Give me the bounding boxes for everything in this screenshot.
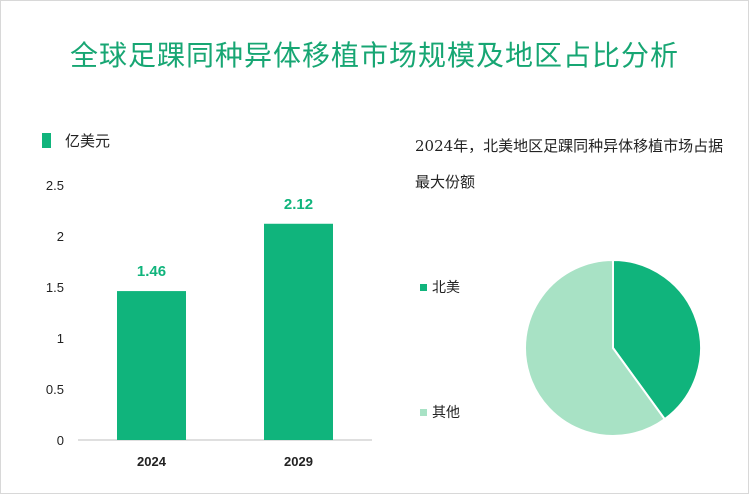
bar-data-label: 2.12 bbox=[284, 196, 313, 213]
pie-legend-item: 北美 bbox=[420, 277, 460, 297]
pie-note: 2024年，北美地区足踝同种异体移植市场占据最大份额 bbox=[415, 137, 724, 191]
y-tick-label: 1 bbox=[57, 331, 64, 346]
y-tick-label: 0 bbox=[57, 433, 64, 448]
pie-slice bbox=[524, 258, 667, 437]
bar-legend-label: 亿美元 bbox=[65, 132, 111, 150]
pie-slice bbox=[612, 258, 702, 421]
y-tick-label: 2.5 bbox=[46, 178, 64, 193]
bar-legend: 亿美元 bbox=[42, 130, 110, 151]
bar bbox=[117, 291, 186, 440]
x-tick-label: 2029 bbox=[284, 454, 313, 469]
bar-legend-swatch bbox=[42, 133, 51, 148]
y-tick-label: 0.5 bbox=[46, 382, 64, 397]
chart-title: 全球足踝同种异体移植市场规模及地区占比分析 bbox=[69, 39, 679, 72]
pie-legend-swatch bbox=[420, 283, 427, 291]
bar-data-label: 1.46 bbox=[137, 263, 166, 280]
pie-legend-label: 北美 bbox=[432, 280, 460, 296]
pie-legend-item: 其他 bbox=[420, 402, 460, 422]
y-tick-label: 1.5 bbox=[46, 280, 64, 295]
pie-legend-swatch bbox=[420, 408, 427, 416]
x-tick-label: 2024 bbox=[137, 454, 167, 469]
pie-legend-label: 其他 bbox=[432, 405, 460, 421]
bar bbox=[264, 223, 333, 440]
y-tick-label: 2 bbox=[57, 229, 64, 244]
